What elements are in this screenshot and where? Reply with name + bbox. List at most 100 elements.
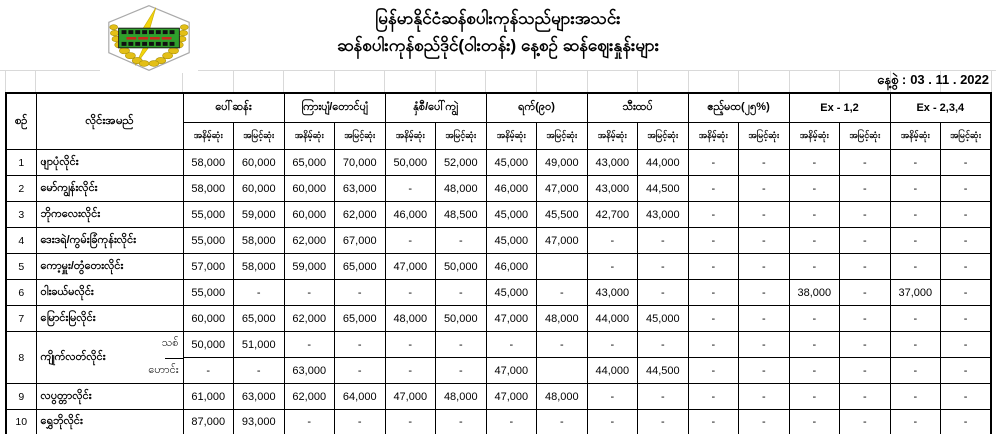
price-cell: 43,000 [637,201,689,228]
price-cell: 48,000 [536,383,588,410]
price-cell: 48,000 [435,383,487,410]
price-cell: 47,000 [536,227,588,254]
table-row: - -63,000- - -47,000 44,000 44,500- - - - - - [6,357,992,384]
price-cell: 47,000 [384,383,437,410]
grid-line [890,71,891,93]
price-cell: - [384,175,437,202]
price-cell: 65,000 [233,305,285,332]
price-cell: - [839,175,891,202]
price-cell: - [738,175,790,202]
date-label: နေ့စွဲ : [877,72,907,87]
title-line-1: မြန်မာနိုင်ငံဆန်စပါးကုန်သည်များအသင်း [375,9,621,28]
price-cell: - [687,149,740,176]
price-cell: 64,000 [334,383,386,410]
subcolumn-header-max: အမြင့်ဆုံး [940,122,992,150]
price-cell: - [940,357,992,384]
price-cell [536,253,588,280]
price-cell: - [839,305,891,332]
price-cell: 55,000 [182,227,234,254]
price-cell: - [788,175,841,202]
price-cell: - [687,409,740,434]
price-cell: - [889,357,942,384]
price-cell: 62,000 [283,383,335,410]
price-cell: - [687,357,740,384]
column-group-header: ရက်(၉၀) [485,92,588,123]
price-cell: - [788,201,841,228]
price-cell: 44,500 [637,357,689,384]
line-name-label: ကျိုက်လတ်လိုင်း [40,350,106,363]
price-cell: - [687,175,740,202]
line-name-cell: ရွှေဘိုလိုင်း [35,409,184,434]
price-cell: 50,000 [435,305,487,332]
price-cell: 44,500 [637,175,689,202]
price-cell: - [839,279,891,306]
grid-line [587,71,588,93]
line-name-cell: ဖျာပုံလိုင်း [35,149,184,176]
price-cell: - [687,305,740,332]
subrow-divider [164,357,182,359]
price-cell: 47,000 [485,383,538,410]
grid-line [334,71,335,93]
grid-line [789,71,790,93]
grid-line [637,71,638,93]
price-cell: 65,000 [334,305,386,332]
grid-line [738,71,739,93]
column-group-header: ပေါ်ဆန်း [182,92,285,123]
spreadsheet-grid-band [0,70,996,93]
price-cell: - [788,409,841,434]
row-number-cell: 8 [5,331,37,384]
price-cell: - [283,279,335,306]
price-cell: 47,000 [485,357,538,384]
table-row: 7 မြောင်းမြလိုင်း 60,000 65,000 62,000 65,000… [5,305,992,332]
price-cell: - [435,227,487,254]
price-cell: - [788,331,841,358]
price-cell: - [485,331,538,358]
price-cell: 46,000 [485,175,538,202]
row-number-cell: 1 [5,149,37,176]
price-cell: - [738,227,790,254]
price-cell: - [334,357,386,384]
line-name-cell: ကျိုက်လတ်လိုင်း သစ် ဟောင်း [35,331,184,384]
price-cell: - [233,279,285,306]
price-cell: 50,000 [384,149,437,176]
price-cell: 46,000 [384,201,437,228]
subcolumn-header-min: အနိမ့်ဆုံး [384,122,437,150]
column-group-header: Ex - 2,3,4 [889,92,992,123]
price-cell: - [889,305,942,332]
price-cell: - [940,305,992,332]
price-cell: 65,000 [283,149,335,176]
price-cell: - [839,227,891,254]
price-cell: - [940,227,992,254]
subcolumn-header-min: အနိမ့်ဆုံး [687,122,740,150]
price-cell: 58,000 [182,149,234,176]
price-cell: - [536,279,588,306]
price-cell: - [536,409,588,434]
price-cell: 50,000 [182,331,234,358]
line-name-cell: လပွတ္တာလိုင်း [35,383,184,410]
price-cell: - [637,383,689,410]
price-cell: - [889,383,942,410]
price-cell: - [889,149,942,176]
table-row: 9 လပွတ္တာလိုင်း 61,000 63,000 62,000 64,000 47… [5,383,992,410]
price-cell: - [586,383,639,410]
price-cell: - [435,331,487,358]
column-header-no: စဉ် [5,92,37,150]
grid-line [688,71,689,93]
price-cell: 45,500 [536,201,588,228]
grid-line [233,71,234,93]
price-cell: - [738,383,790,410]
price-cell: - [738,253,790,280]
column-group-header: နှံစီ/ပေါ်ကျွဲ [384,92,487,123]
row-number-cell: 2 [5,175,37,202]
title-line-2: ဆန်စပါးကုန်စည်ဒိုင်(ဝါးတန်း) နေ့စဉ် ဆန်ဈ… [336,36,660,56]
column-group-header: Ex - 1,2 [788,92,891,123]
table-row: 4 ဒေးဒရဲ/ကွမ်းခြံကုန်းလိုင်း 55,000 58,000 6… [5,227,992,254]
price-cell: 48,000 [536,305,588,332]
subcolumn-header-min: အနိမ့်ဆုံး [182,122,234,150]
price-cell: 45,000 [485,201,538,228]
price-cell: - [687,253,740,280]
price-cell: - [586,331,639,358]
row-number-cell: 9 [5,383,37,410]
price-cell: 58,000 [233,227,285,254]
grid-line [182,71,183,93]
